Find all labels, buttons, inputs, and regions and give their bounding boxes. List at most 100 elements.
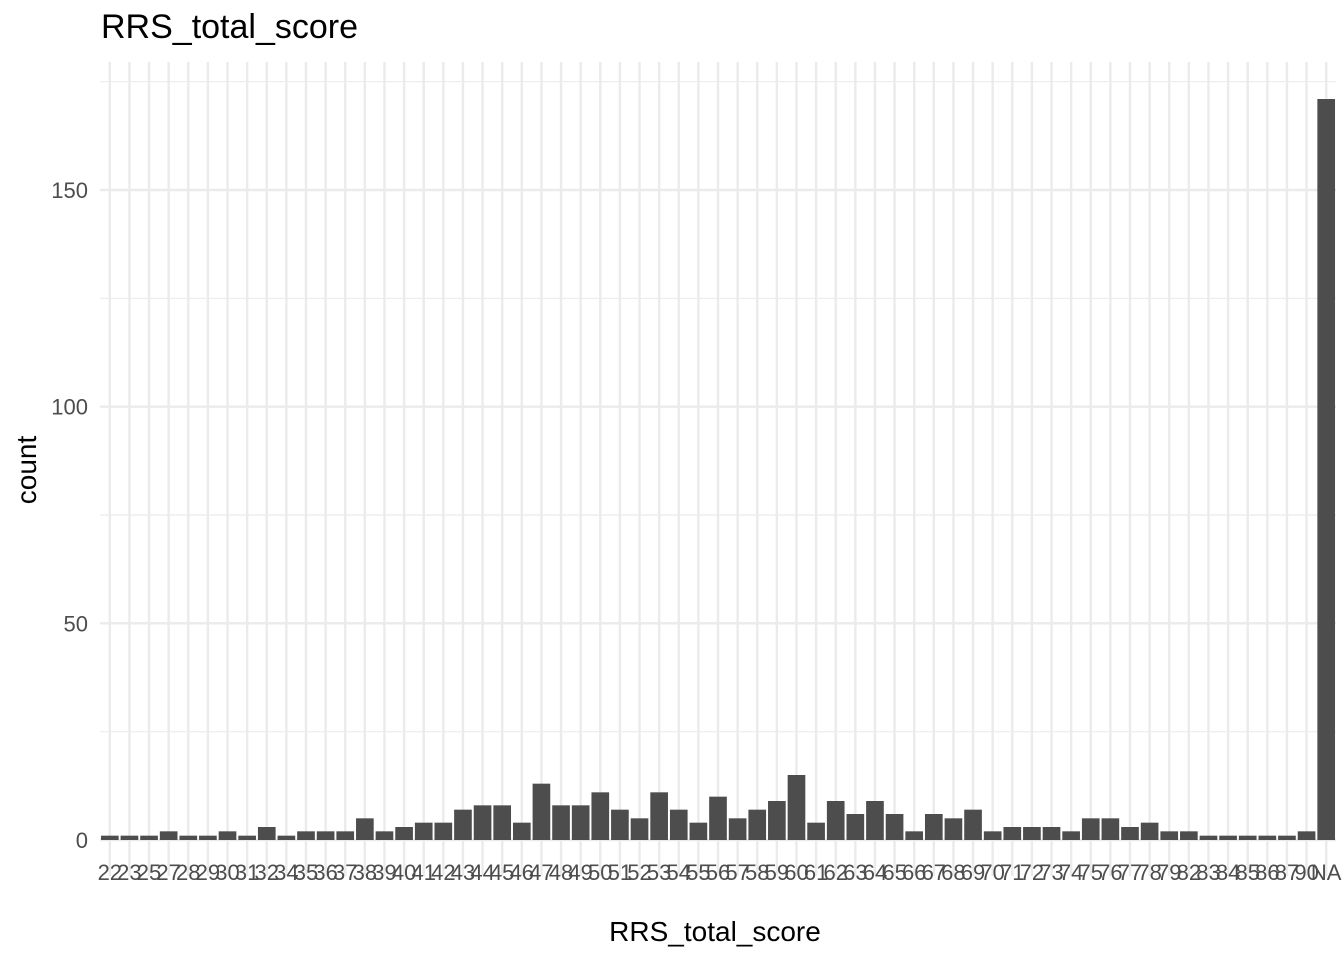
bar-36: [316, 831, 335, 840]
bar-75: [1081, 818, 1100, 840]
y-tick-label: 0: [76, 828, 88, 853]
x-tick-label: 38: [353, 860, 377, 885]
x-tick-label: 72: [1020, 860, 1044, 885]
bar-29: [199, 835, 217, 840]
gridlines: [100, 62, 1336, 876]
x-tick-label: 22: [98, 860, 122, 885]
x-tick-label: 48: [549, 860, 573, 885]
x-tick-label: 63: [843, 860, 867, 885]
bar-38: [356, 818, 374, 840]
bar-43: [454, 809, 472, 840]
x-tick-label: 51: [608, 860, 632, 885]
x-tick-label: 87: [1275, 860, 1299, 885]
x-tick-label: 43: [451, 860, 475, 885]
x-tick-label: 46: [510, 860, 534, 885]
bar-28: [179, 835, 198, 840]
bar-22: [100, 835, 119, 840]
x-tick-label: 41: [411, 860, 435, 885]
bar-47: [532, 783, 551, 840]
x-tick-label: 32: [255, 860, 279, 885]
bar-42: [434, 822, 453, 840]
bar-76: [1101, 818, 1120, 840]
bar-25: [140, 835, 158, 840]
y-tick-label: 100: [51, 395, 88, 420]
bar-56: [709, 796, 727, 840]
x-tick-label: 67: [922, 860, 946, 885]
x-tick-label: 62: [823, 860, 847, 885]
bar-57: [728, 818, 747, 840]
x-tick-label: 70: [980, 860, 1004, 885]
x-tick-label: 77: [1118, 860, 1142, 885]
bar-84: [1219, 835, 1237, 840]
x-tick-label: 57: [725, 860, 749, 885]
bar-40: [395, 827, 413, 840]
x-tick-label: 29: [196, 860, 220, 885]
bar-49: [571, 805, 590, 840]
bar-71: [1003, 827, 1022, 840]
bar-66: [905, 831, 924, 840]
bar-60: [787, 775, 806, 840]
x-tick-label: 71: [1000, 860, 1024, 885]
bar-NA: [1317, 99, 1336, 840]
bar-55: [689, 822, 708, 840]
bar-39: [375, 831, 394, 840]
x-tick-label: 85: [1235, 860, 1259, 885]
bar-30: [218, 831, 237, 840]
x-tick-label: 31: [235, 860, 259, 885]
bar-27: [159, 831, 178, 840]
x-tick-label: 23: [117, 860, 141, 885]
y-tick-label: 50: [64, 611, 88, 636]
bar-70: [983, 831, 1002, 840]
bar-67: [924, 814, 943, 840]
x-tick-label: 40: [392, 860, 416, 885]
x-tick-label: 83: [1196, 860, 1220, 885]
bar-35: [297, 831, 315, 840]
x-tick-label: 42: [431, 860, 455, 885]
x-tick-label: 55: [686, 860, 710, 885]
bar-69: [964, 809, 982, 840]
bar-37: [336, 831, 355, 840]
x-tick-label: 30: [215, 860, 239, 885]
bar-85: [1238, 835, 1257, 840]
bar-83: [1199, 835, 1218, 840]
x-tick-label: 59: [765, 860, 789, 885]
bar-79: [1160, 831, 1179, 840]
y-axis-title: count: [11, 436, 42, 505]
bar-31: [238, 835, 256, 840]
bar-41: [414, 822, 433, 840]
x-tick-label: 45: [490, 860, 514, 885]
bar-44: [473, 805, 492, 840]
bar-59: [768, 801, 786, 840]
x-tick-label: 36: [313, 860, 337, 885]
x-axis-title: RRS_total_score: [609, 916, 821, 947]
bar-32: [257, 827, 276, 840]
x-tick-label: 25: [137, 860, 161, 885]
bar-34: [277, 835, 296, 840]
x-tick-label: 73: [1039, 860, 1063, 885]
bar-73: [1042, 827, 1061, 840]
bar-65: [885, 814, 904, 840]
bar-86: [1258, 835, 1277, 840]
x-tick-label: 60: [784, 860, 808, 885]
bar-68: [944, 818, 963, 840]
bar-72: [1023, 827, 1041, 840]
bar-54: [669, 809, 688, 840]
x-tick-label: 54: [667, 860, 691, 885]
bar-63: [846, 814, 865, 840]
x-tick-label: 66: [902, 860, 926, 885]
x-tick-label: 74: [1059, 860, 1083, 885]
x-tick-label: 86: [1255, 860, 1279, 885]
x-tick-label: 84: [1216, 860, 1240, 885]
x-tick-label: 27: [156, 860, 180, 885]
bar-87: [1278, 835, 1296, 840]
x-tick-label: 34: [274, 860, 298, 885]
x-tick-label: 49: [568, 860, 592, 885]
x-tick-label: 82: [1177, 860, 1201, 885]
y-axis-ticks: 0 50 100 150: [51, 178, 88, 853]
x-tick-label: 65: [882, 860, 906, 885]
x-tick-label: 28: [176, 860, 200, 885]
bar-77: [1121, 827, 1139, 840]
x-tick-label: 61: [804, 860, 828, 885]
x-tick-label: 68: [941, 860, 965, 885]
chart-title: RRS_total_score: [101, 8, 359, 46]
